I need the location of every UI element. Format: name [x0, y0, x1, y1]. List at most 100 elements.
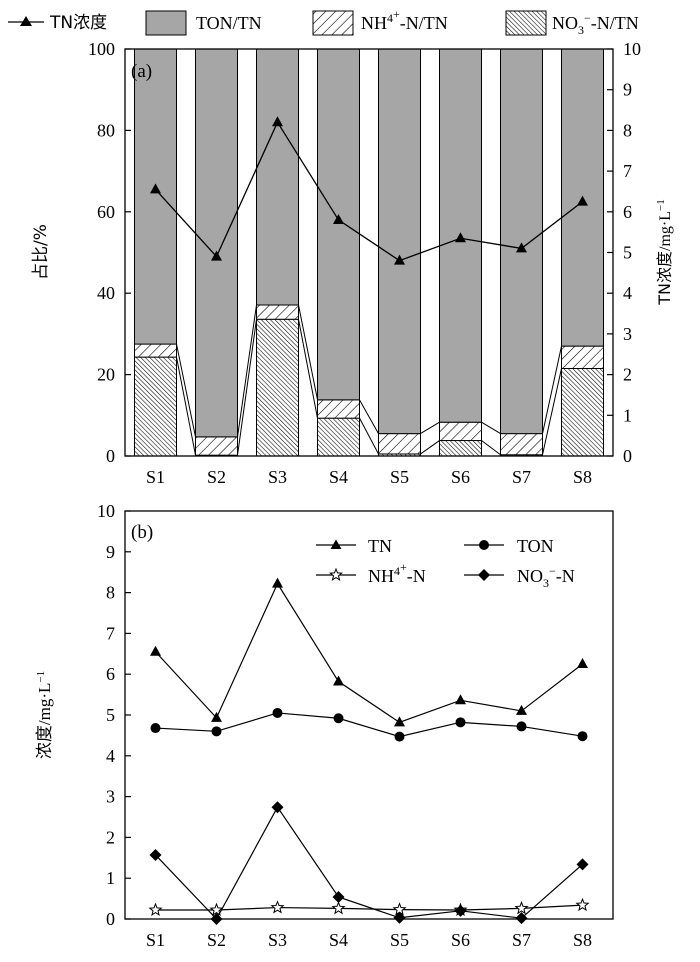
- left-tick-label-20: 20: [97, 365, 115, 385]
- right-tick-label-1: 1: [623, 405, 632, 425]
- panel-a-label: (a): [131, 61, 152, 82]
- legend-tn-label: TN浓度: [49, 13, 107, 33]
- left-tick-label-40: 40: [97, 283, 115, 303]
- right-tick-label-8: 8: [623, 120, 632, 140]
- right-tick-label-7: 7: [623, 161, 632, 181]
- point-NO3−-N-S1: [149, 848, 162, 861]
- legend-nh4-label: NH4+-N/TN: [361, 7, 448, 33]
- point-NO3−-N-S6: [454, 904, 467, 917]
- b-x-tick-label-S6: S6: [451, 930, 470, 950]
- bar-S7-TON/TN: [500, 48, 543, 435]
- connector-S7-NO3−-N/TN: [542, 368, 562, 455]
- b-x-tick-label-S7: S7: [512, 930, 531, 950]
- connector-S7-NH4+-N/TN: [542, 346, 562, 434]
- series-line-TON: [155, 712, 583, 738]
- b-tick-label-5: 5: [106, 705, 115, 725]
- b-x-tick-label-S2: S2: [207, 930, 226, 950]
- panel-a-bars: [134, 48, 604, 457]
- b-tick-label-7: 7: [106, 623, 115, 643]
- bar-S6-NH4+-N/TN: [439, 421, 482, 442]
- legend-nh4-swatch: [312, 10, 354, 36]
- tn-point-S2: [211, 250, 222, 261]
- connector-S3-NH4+-N/TN: [298, 304, 318, 400]
- bar-S7-NH4+-N/TN: [500, 433, 543, 456]
- bar-S5-TON/TN: [378, 48, 421, 435]
- bar-S1-TON/TN: [134, 48, 177, 345]
- connector-S3-NO3−-N/TN: [298, 319, 318, 419]
- point-TN-S2: [211, 711, 222, 722]
- panel-a-x-axis: S1 S2 S3 S4 S5 S6 S7 S8: [146, 467, 592, 487]
- tn-point-S1: [150, 183, 161, 194]
- b-tick-label-8: 8: [106, 583, 115, 603]
- bar-S2-NH4+-N/TN: [195, 436, 238, 456]
- x-tick-label-S1: S1: [146, 467, 165, 487]
- left-tick-label-0: 0: [106, 446, 115, 466]
- bar-S3-TON/TN: [256, 48, 299, 306]
- point-NH4+-N-S8: [575, 897, 590, 912]
- tn-point-S6: [455, 232, 466, 243]
- panel-b-series: [148, 577, 590, 925]
- legend-no3-swatch: [505, 10, 547, 36]
- b-x-tick-label-S8: S8: [573, 930, 592, 950]
- right-tick-label-2: 2: [623, 365, 632, 385]
- left-tick-label-60: 60: [97, 202, 115, 222]
- b-tick-label-3: 3: [106, 787, 115, 807]
- point-TN-S7: [516, 704, 527, 715]
- legend-b-no3-label: NO3−-N: [517, 564, 575, 590]
- b-x-tick-label-S3: S3: [268, 930, 287, 950]
- panel-a-stack-connectors: [176, 304, 562, 456]
- point-TON-S4: [333, 713, 344, 724]
- right-tick-label-5: 5: [623, 243, 632, 263]
- b-x-tick-label-S4: S4: [329, 930, 348, 950]
- point-NH4+-N-S3: [270, 900, 285, 914]
- series-line-NO3−-N: [155, 806, 583, 921]
- point-TON-S6: [455, 717, 466, 728]
- x-tick-label-S8: S8: [573, 467, 592, 487]
- b-tick-label-4: 4: [106, 746, 115, 766]
- point-TN-S8: [577, 658, 588, 668]
- point-TN-S6: [455, 694, 466, 705]
- x-tick-label-S3: S3: [268, 467, 287, 487]
- series-line-TN: [155, 582, 583, 724]
- x-tick-label-S6: S6: [451, 467, 470, 487]
- legend-ton-swatch: [145, 10, 187, 36]
- tn-point-S7: [516, 242, 527, 253]
- legend-b-ton-label: TON: [517, 536, 554, 556]
- legend-b-ton-marker: [479, 540, 489, 550]
- point-NO3−-N-S7: [515, 912, 528, 925]
- bar-S3-NO3−-N/TN: [256, 318, 299, 457]
- point-TON-S3: [272, 707, 283, 718]
- b-tick-label-6: 6: [106, 664, 115, 684]
- legend-b-nh4-label: NH4+-N: [368, 560, 426, 586]
- tn-line: [155, 120, 583, 262]
- right-tick-label-0: 0: [623, 446, 632, 466]
- point-NO3−-N-S3: [271, 801, 284, 814]
- bar-S5-NH4+-N/TN: [378, 433, 421, 455]
- legend-b-no3-marker: [478, 569, 490, 581]
- right-tick-label-4: 4: [623, 283, 632, 303]
- tn-point-S4: [333, 213, 344, 224]
- point-TON-S8: [577, 731, 588, 742]
- tn-point-S8: [577, 195, 588, 206]
- bar-S3-NH4+-N/TN: [256, 304, 299, 320]
- legend-b-nh4-marker: [328, 567, 344, 581]
- panel-a-left-axis-title: 占比/%: [31, 224, 51, 280]
- legend-b: TN TON NH4+-N NO3−-N: [316, 536, 575, 590]
- legend-no3-label: NO3−-N/TN: [552, 11, 639, 37]
- connector-S1-NH4+-N/TN: [176, 343, 196, 437]
- panel-a-right-axis: 0 1 2 3 4 5 6 7 8 9 10: [607, 39, 641, 466]
- right-tick-label-9: 9: [623, 80, 632, 100]
- connector-S1-NO3−-N/TN: [176, 357, 196, 456]
- connector-S5-NH4+-N/TN: [420, 421, 440, 435]
- panel-a-tn-line: [150, 116, 588, 265]
- connector-S6-NO3−-N/TN: [481, 440, 501, 456]
- series-line-NH4+-N: [155, 904, 583, 911]
- panel-a-left-axis: 0 20 40 60 80 100: [88, 39, 131, 466]
- b-tick-label-1: 1: [106, 868, 115, 888]
- point-TON-S7: [516, 721, 527, 732]
- right-tick-label-6: 6: [623, 202, 632, 222]
- bar-S2-TON/TN: [195, 48, 238, 438]
- panel-a: 0 20 40 60 80 100 0 1 2 3 4 5 6 7 8 9 10 S1 S2 S3 S4 S5 S6 S7…: [31, 39, 674, 487]
- panel-a-right-axis-title: TN浓度/mg·L−1: [655, 199, 674, 305]
- point-NO3−-N-S5: [393, 911, 406, 924]
